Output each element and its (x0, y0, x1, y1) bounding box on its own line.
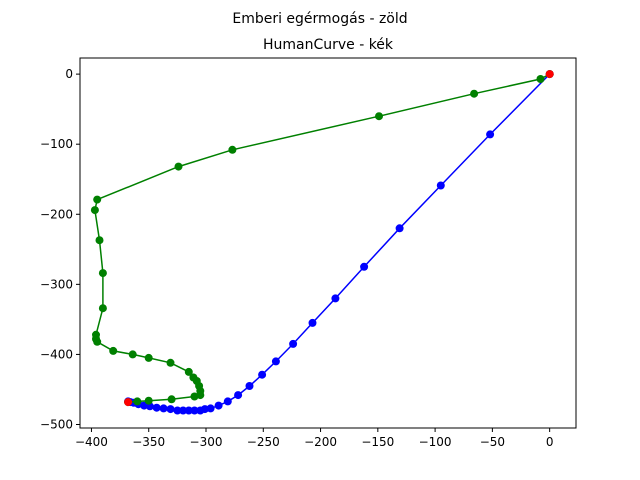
series-0-point (271, 357, 280, 366)
series-1-point (128, 350, 137, 359)
series-0-point (173, 406, 182, 415)
x-tick-label: −150 (361, 435, 394, 449)
chart-title: HumanCurve - kék (263, 37, 394, 53)
endpoint-marker (124, 398, 133, 407)
series-1-point (167, 395, 176, 404)
series-0-point (190, 406, 199, 415)
x-tick-label: −300 (190, 435, 223, 449)
series-0-point (486, 130, 495, 139)
series-0-point (234, 391, 243, 400)
y-tick-label: −400 (40, 347, 73, 361)
series-1-point (93, 337, 102, 346)
series-1-point (109, 346, 118, 355)
series-0-point (223, 397, 232, 406)
series-0-point (214, 401, 223, 410)
series-1-point (144, 396, 153, 405)
y-tick-label: −200 (40, 207, 73, 221)
x-tick-label: −250 (247, 435, 280, 449)
series-1-point (98, 269, 107, 278)
series-1-point (133, 397, 142, 406)
y-tick-label: −100 (40, 137, 73, 151)
series-1-point (184, 367, 193, 376)
series-0-point (289, 339, 298, 348)
axes: −400 −350 −300 −250 −200 −150 −100 −50 00−100−20… (40, 67, 553, 449)
series-1-point (228, 145, 237, 154)
x-tick-label: 0 (546, 435, 554, 449)
y-tick-label: −500 (40, 417, 73, 431)
plot-area (90, 70, 554, 415)
series-0-point (331, 294, 340, 303)
series-1-point (95, 236, 104, 245)
series-0-point (436, 181, 445, 190)
x-tick-label: −200 (304, 435, 337, 449)
series-0-point (360, 262, 369, 271)
series-0-point (159, 404, 168, 413)
series-1-point (93, 195, 102, 204)
series-0-point (166, 405, 175, 414)
x-tick-label: −50 (480, 435, 505, 449)
series-1-point (536, 75, 545, 83)
series-1-point (190, 392, 199, 401)
series-1-point (470, 89, 479, 98)
series-0-point (152, 403, 161, 412)
series-1-point (90, 206, 99, 215)
series-1-line (94, 73, 551, 403)
x-tick-label: −350 (132, 435, 165, 449)
series-0-point (179, 406, 188, 415)
x-tick-label: −400 (75, 435, 108, 449)
x-tick-label: −100 (419, 435, 452, 449)
series-1-point (174, 162, 183, 171)
series-0-line (127, 73, 551, 412)
series-1-point (375, 112, 383, 121)
y-tick-label: −300 (40, 277, 73, 291)
series-0-point (184, 406, 193, 415)
series-0-point (258, 370, 267, 379)
series-1-point (144, 353, 153, 362)
series-0-point (395, 224, 404, 233)
series-0-point (196, 406, 205, 415)
series-0-point (308, 318, 317, 327)
series-1-point (166, 358, 175, 367)
series-1-point (98, 304, 107, 313)
endpoint-marker (545, 70, 554, 79)
chart-suptitle: Emberi egérmogás - zöld (232, 11, 407, 27)
axes-frame (79, 57, 577, 429)
series-0-point (245, 382, 254, 390)
y-tick-label: 0 (65, 67, 73, 81)
